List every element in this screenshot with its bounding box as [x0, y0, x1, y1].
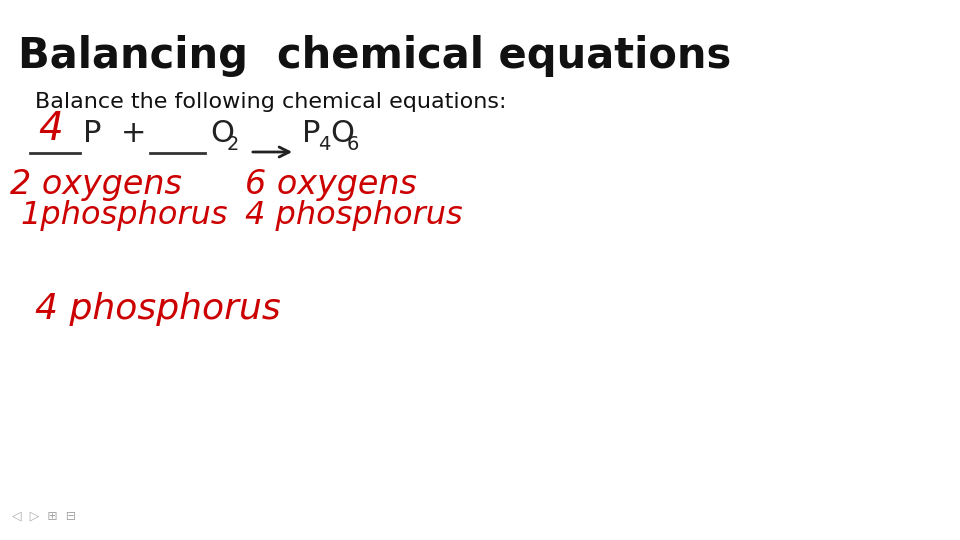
Text: 1phosphorus: 1phosphorus — [20, 200, 228, 231]
Text: P  +: P + — [83, 119, 147, 148]
Text: 4: 4 — [38, 110, 62, 148]
Text: Balance the following chemical equations:: Balance the following chemical equations… — [35, 92, 507, 112]
Text: P: P — [302, 119, 321, 148]
Text: O: O — [210, 119, 234, 148]
Text: 4 phosphorus: 4 phosphorus — [35, 292, 280, 326]
Text: 4: 4 — [318, 135, 330, 154]
Text: ◁  ▷  ⊞  ⊟: ◁ ▷ ⊞ ⊟ — [12, 509, 76, 522]
Text: 2: 2 — [227, 135, 239, 154]
Text: 2 oxygens: 2 oxygens — [10, 168, 181, 201]
Text: 6 oxygens: 6 oxygens — [245, 168, 417, 201]
Text: O: O — [330, 119, 354, 148]
Text: Balancing  chemical equations: Balancing chemical equations — [18, 35, 732, 77]
Text: 4 phosphorus: 4 phosphorus — [245, 200, 463, 231]
Text: 6: 6 — [347, 135, 359, 154]
